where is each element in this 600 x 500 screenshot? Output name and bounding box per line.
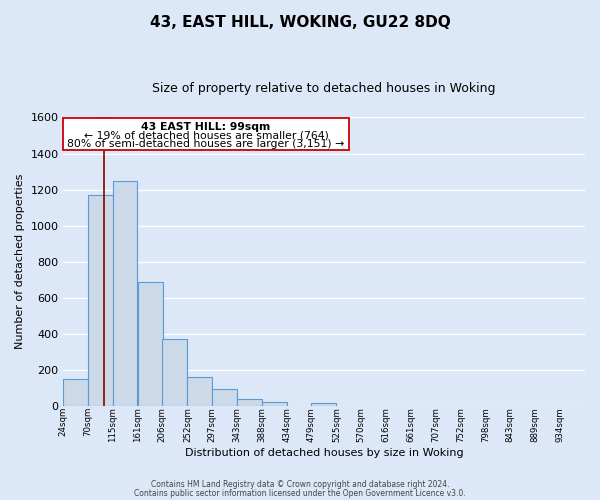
Text: Contains HM Land Registry data © Crown copyright and database right 2024.: Contains HM Land Registry data © Crown c… <box>151 480 449 489</box>
Bar <box>162 339 187 406</box>
Bar <box>63 378 88 406</box>
Bar <box>88 195 113 406</box>
Text: Contains public sector information licensed under the Open Government Licence v3: Contains public sector information licen… <box>134 488 466 498</box>
Bar <box>113 180 137 406</box>
Bar <box>212 390 237 406</box>
Text: 80% of semi-detached houses are larger (3,151) →: 80% of semi-detached houses are larger (… <box>67 139 344 149</box>
Bar <box>187 377 212 406</box>
Bar <box>137 282 163 406</box>
X-axis label: Distribution of detached houses by size in Woking: Distribution of detached houses by size … <box>185 448 463 458</box>
Title: Size of property relative to detached houses in Woking: Size of property relative to detached ho… <box>152 82 496 96</box>
FancyBboxPatch shape <box>63 118 349 150</box>
Text: ← 19% of detached houses are smaller (764): ← 19% of detached houses are smaller (76… <box>83 130 328 140</box>
Text: 43 EAST HILL: 99sqm: 43 EAST HILL: 99sqm <box>142 122 271 132</box>
Bar <box>311 403 336 406</box>
Bar <box>262 402 287 406</box>
Text: 43, EAST HILL, WOKING, GU22 8DQ: 43, EAST HILL, WOKING, GU22 8DQ <box>149 15 451 30</box>
Y-axis label: Number of detached properties: Number of detached properties <box>15 174 25 350</box>
Bar <box>237 400 262 406</box>
